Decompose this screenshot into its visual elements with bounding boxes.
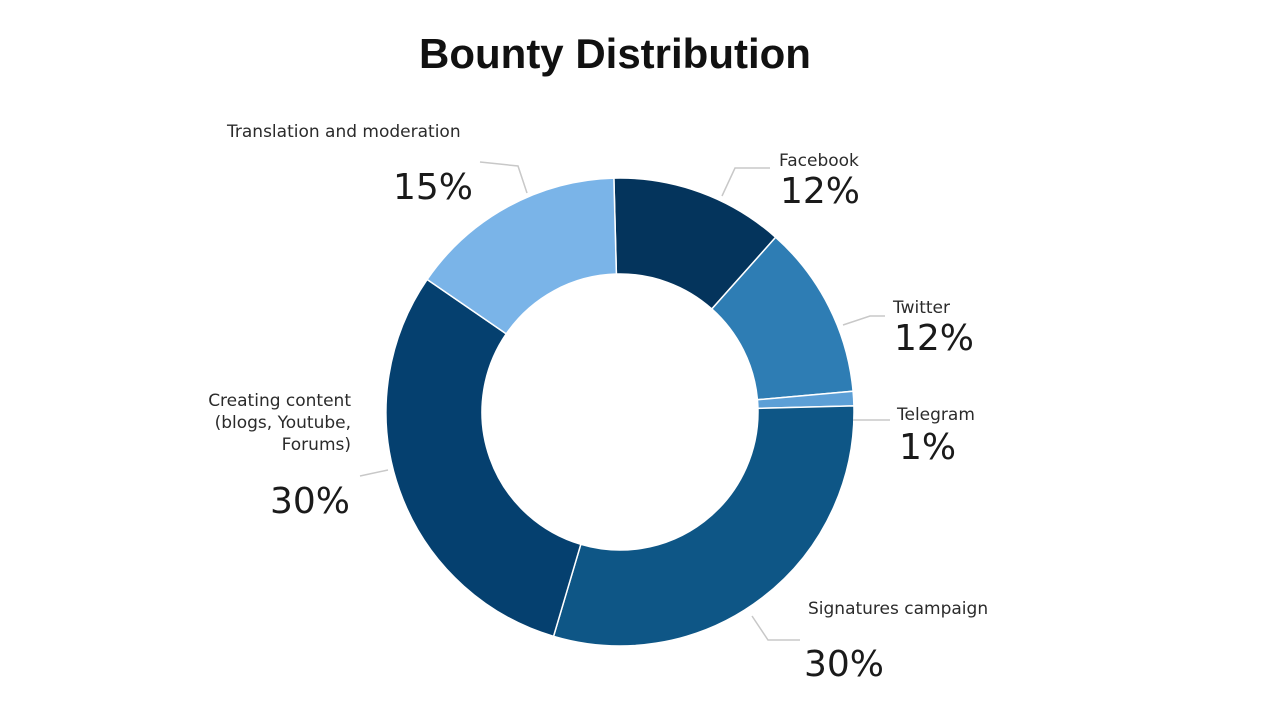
slice-category-label: Facebook (779, 151, 859, 171)
slice-category-label: Signatures campaign (808, 599, 988, 619)
leader-line (842, 315, 885, 326)
slice-category-label: Telegram (896, 405, 975, 425)
slice-percent-label: 15% (393, 167, 473, 208)
slice-labels: Facebook12%Twitter12%Telegram1%Signature… (208, 122, 988, 685)
slice-percent-label: 30% (270, 481, 350, 522)
leader-line (479, 161, 528, 194)
slice-category-label: (blogs, Youtube, (215, 413, 351, 433)
donut-slice-translation-and-moderation (426, 177, 618, 335)
leader-line (359, 469, 389, 477)
slice-category-label: Translation and moderation (226, 122, 461, 142)
slice-category-label: Twitter (892, 298, 950, 318)
leader-line (751, 615, 800, 641)
slice-percent-label: 12% (894, 318, 974, 359)
leader-lines (359, 161, 890, 641)
leader-line (721, 167, 770, 197)
slice-category-label: Forums) (282, 435, 351, 455)
slice-category-label: Creating content (208, 391, 351, 411)
donut-slice-creating-content-blogs-youtube-forums (385, 278, 582, 638)
slice-percent-label: 30% (804, 644, 884, 685)
donut-slices (385, 177, 855, 647)
slice-percent-label: 1% (899, 427, 956, 468)
chart-title: Bounty Distribution (419, 30, 811, 77)
donut-slice-signatures-campaign (552, 405, 855, 647)
slice-percent-label: 12% (780, 171, 860, 212)
